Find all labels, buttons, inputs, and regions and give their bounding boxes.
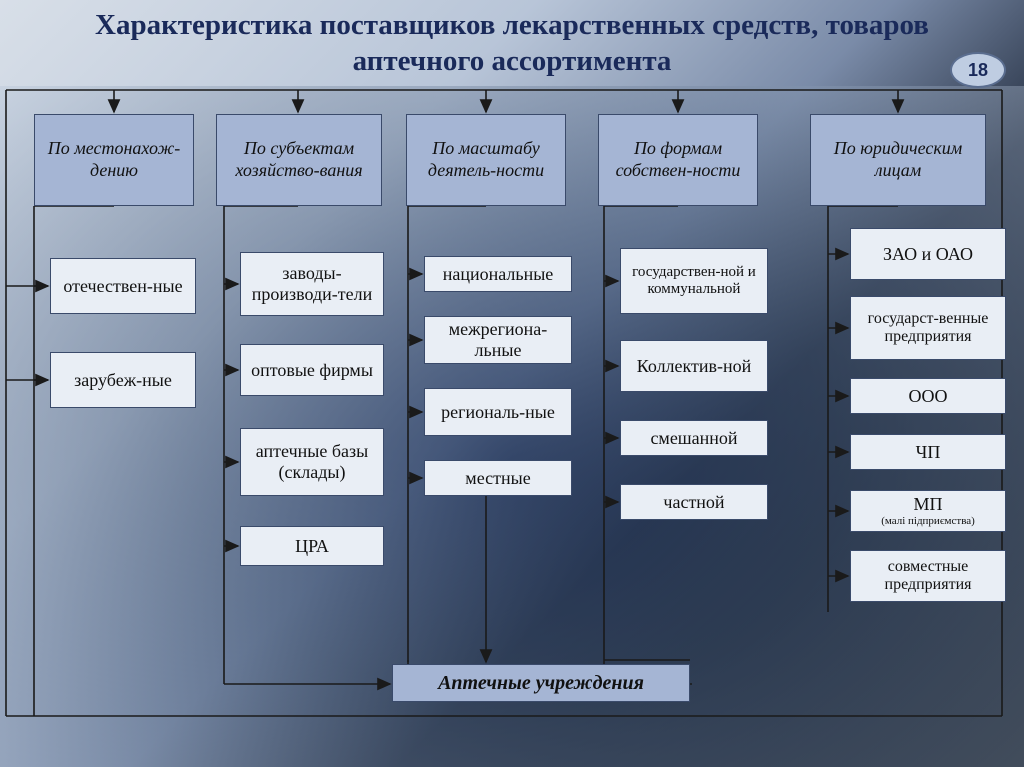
item-c5-0: ЗАО и ОАО: [850, 228, 1006, 280]
slide-number-badge: 18: [950, 52, 1006, 88]
item-c3-0: национальные: [424, 256, 572, 292]
page-title: Характеристика поставщиков лекарственных…: [52, 7, 972, 80]
item-c4-1: Коллектив-ной: [620, 340, 768, 392]
item-c5-3: ЧП: [850, 434, 1006, 470]
item-c2-3: ЦРА: [240, 526, 384, 566]
item-c4-3: частной: [620, 484, 768, 520]
category-subjects: По субъектам хозяйство-вания: [216, 114, 382, 206]
item-c5-1: государст-венные предприятия: [850, 296, 1006, 360]
item-c1-1: зарубеж-ные: [50, 352, 196, 408]
item-c4-0: государствен-ной и коммунальной: [620, 248, 768, 314]
item-c1-0: отечествен-ные: [50, 258, 196, 314]
item-c5-2: ООО: [850, 378, 1006, 414]
item-c5-5: совместные предприятия: [850, 550, 1006, 602]
category-location: По местонахож-дению: [34, 114, 194, 206]
title-wrap: Характеристика поставщиков лекарственных…: [0, 0, 1024, 86]
item-c4-2: смешанной: [620, 420, 768, 456]
item-c2-2: аптечные базы (склады): [240, 428, 384, 496]
item-c2-0: заводы-производи-тели: [240, 252, 384, 316]
category-legal: По юридическим лицам: [810, 114, 986, 206]
item-c2-1: оптовые фирмы: [240, 344, 384, 396]
bottom-box: Аптечные учреждения: [392, 664, 690, 702]
item-c3-2: региональ-ные: [424, 388, 572, 436]
item-c5-4: МП(малі підприємства): [850, 490, 1006, 532]
category-ownership: По формам собствен-ности: [598, 114, 758, 206]
item-c3-3: местные: [424, 460, 572, 496]
item-c3-1: межрегиона-льные: [424, 316, 572, 364]
category-scale: По масштабу деятель-ности: [406, 114, 566, 206]
